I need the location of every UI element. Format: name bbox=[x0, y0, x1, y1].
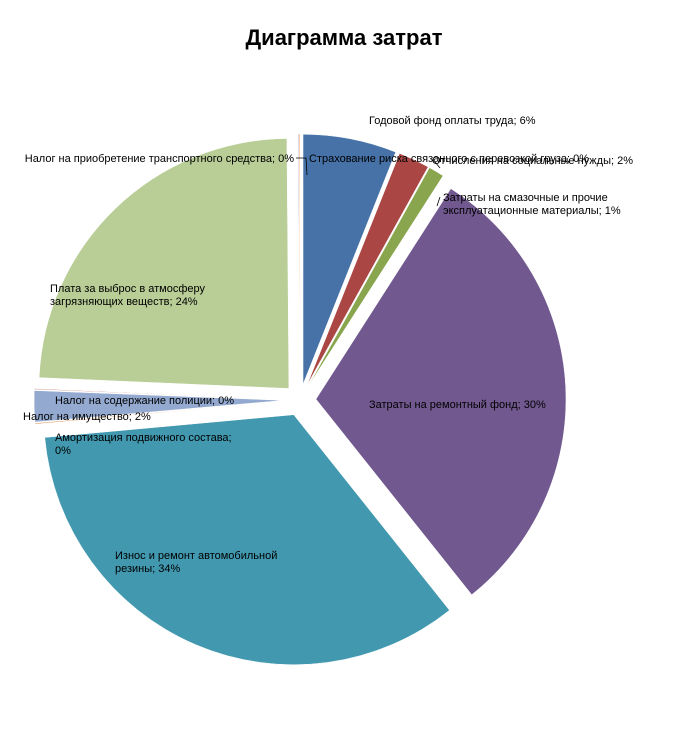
pie-slice bbox=[34, 401, 285, 425]
slice-label: Затраты на ремонтный фонд; 30% bbox=[369, 399, 546, 411]
slice-label: Годовой фонд оплаты труда; 6% bbox=[369, 115, 536, 127]
pie-slice bbox=[298, 133, 301, 385]
leader-line bbox=[436, 196, 441, 207]
slice-label: Плата за выброс в атмосферу загрязняющих … bbox=[50, 283, 206, 308]
slice-label: Налог на приобретение транспортного сред… bbox=[25, 153, 294, 165]
pie-slice bbox=[307, 167, 444, 387]
slice-label: Страхование риска связанного с перевозко… bbox=[309, 153, 589, 165]
slice-label: Налог на содержание полиции; 0% bbox=[55, 395, 234, 407]
pie-slice bbox=[33, 390, 285, 423]
leader-line bbox=[296, 157, 308, 176]
leader-line bbox=[434, 161, 441, 169]
pie-slice bbox=[33, 388, 285, 400]
pie-slice bbox=[38, 138, 290, 389]
slice-label: Налог на имущество; 2% bbox=[23, 411, 151, 423]
pie-slice bbox=[306, 153, 429, 386]
pie-labels: Годовой фонд оплаты труда; 6% Отчисления … bbox=[23, 115, 633, 575]
pie-slice bbox=[44, 414, 450, 665]
pie-slice bbox=[315, 188, 567, 596]
pie-slices bbox=[33, 133, 567, 665]
slice-label: Амортизация подвижного состава; 0% bbox=[55, 432, 232, 457]
slice-label: Затраты на смазочные и прочие эксплуатаци… bbox=[443, 192, 621, 217]
chart-title: Диаграмма затрат bbox=[246, 25, 443, 50]
pie-slice bbox=[302, 134, 397, 385]
slice-label: Износ и ремонт автомобильной резины; 34% bbox=[115, 550, 277, 575]
slice-label: Отчисления на социальные нужды; 2% bbox=[432, 155, 633, 167]
pie-leader-lines bbox=[296, 157, 441, 207]
